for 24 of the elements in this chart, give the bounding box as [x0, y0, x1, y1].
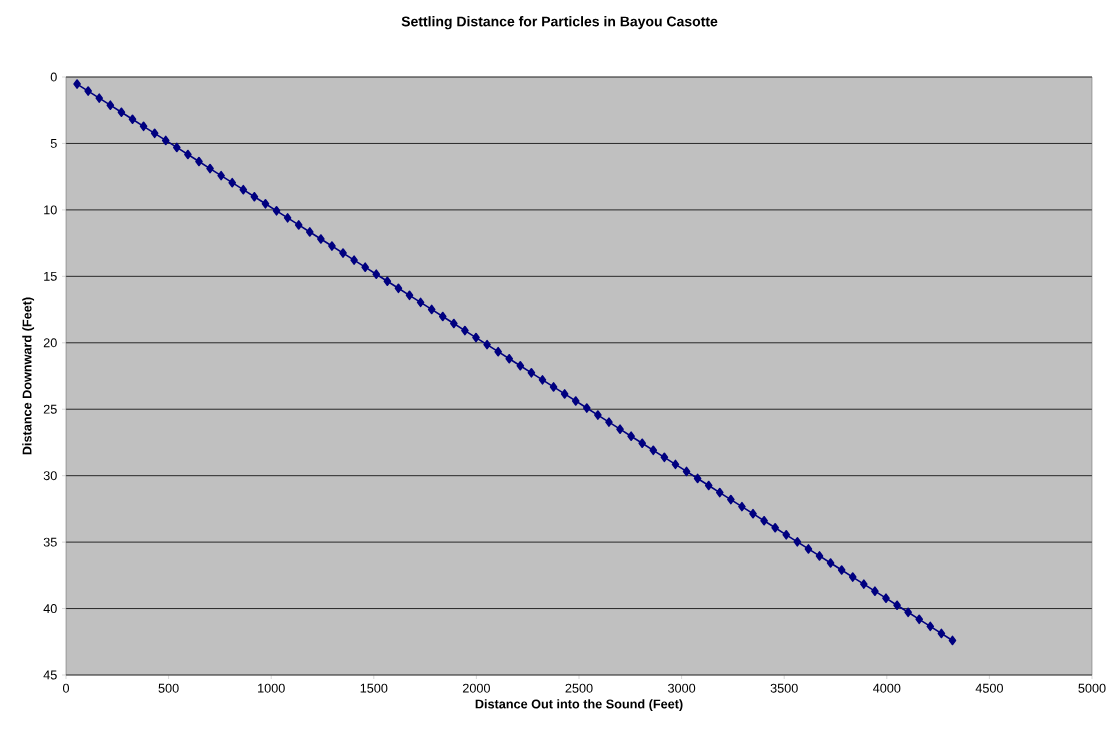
y-tick-label: 45 — [43, 670, 57, 680]
y-tick-label: 10 — [44, 205, 57, 215]
x-tick-label: 2000 — [462, 683, 490, 693]
x-axis-title: Distance Out into the Sound (Feet) — [475, 699, 683, 711]
y-tick-label: 40 — [43, 604, 57, 614]
x-tick-label: 1500 — [360, 683, 388, 693]
y-axis-title: Distance Downward (Feet) — [22, 297, 35, 455]
y-tick-label: 0 — [50, 72, 57, 82]
x-tick-label: 4500 — [975, 683, 1003, 693]
y-tick-label: 15 — [44, 271, 57, 281]
x-tick-label: 3000 — [668, 683, 696, 693]
x-tick-label: 2500 — [565, 683, 593, 693]
x-tick-label: 4000 — [873, 683, 901, 693]
y-tick-label: 20 — [43, 338, 57, 348]
x-tick-label: 5000 — [1078, 683, 1106, 693]
y-tick-label: 30 — [43, 471, 57, 481]
x-tick-label: 1000 — [258, 683, 285, 693]
y-tick-label: 35 — [43, 537, 57, 547]
x-tick-label: 3500 — [770, 683, 798, 693]
y-tick-label: 25 — [43, 404, 57, 414]
chart-title: Settling Distance for Particles in Bayou Casotte — [401, 16, 718, 30]
x-tick-label: 0 — [62, 683, 70, 693]
x-tick-label: 500 — [158, 683, 179, 693]
y-tick-label: 5 — [50, 139, 57, 148]
